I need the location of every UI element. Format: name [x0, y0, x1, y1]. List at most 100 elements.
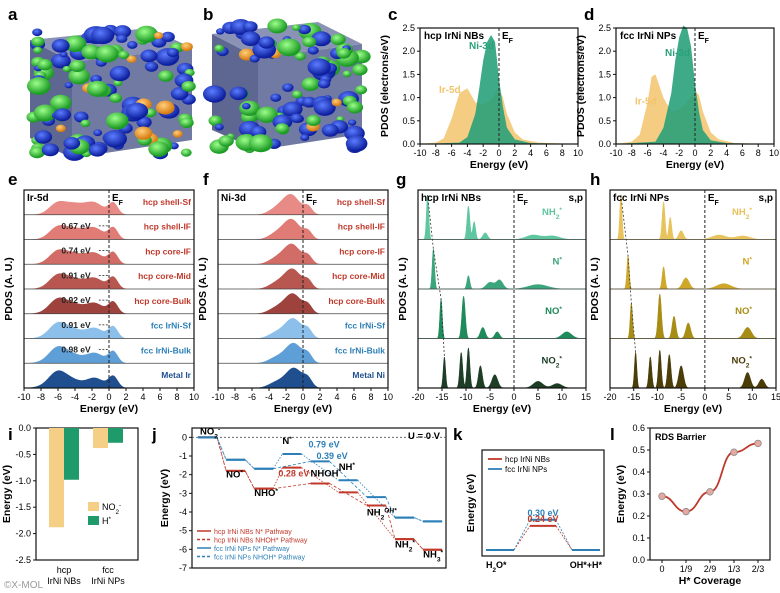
orbital-blob [208, 115, 223, 126]
bar [108, 428, 123, 443]
gap-label: 0.98 eV [61, 345, 91, 355]
orbital-blob [355, 85, 368, 95]
panel-h-sp-fcc: NH2* N* NO* NO2* -20 -15 -10 -5 0 5 10 15 fcc IrNi N… [589, 189, 780, 415]
sp-pdos-trace [418, 295, 586, 339]
panel-l-rds-barrier: 0.0 0.1 0.2 0.3 0.4 0.5 0.6 0 1/9 2/9 1/3 2/3 RDS Ba… [615, 423, 771, 587]
trend-curve [661, 442, 759, 513]
orbital-blob [29, 146, 45, 159]
orbital-blob [172, 130, 183, 138]
pdos-stack-area [218, 218, 388, 240]
y-tick-label: 0.0 [402, 139, 415, 149]
orbital-blob [161, 31, 175, 43]
orbital-blob [118, 50, 130, 60]
y-tick-label: 0.6 [632, 423, 645, 433]
state-label: NH2* [395, 539, 415, 553]
state-label: NHO* [254, 488, 278, 500]
orbital-blobs-b [202, 18, 371, 154]
x-tick-label: -6 [644, 148, 652, 158]
bar [64, 428, 79, 480]
fermi-label: EF [502, 31, 514, 45]
orbital-blob [302, 36, 317, 48]
legend-label: hcp IrNi NBs N* Pathway [214, 529, 292, 536]
y-tick-label: 0.0 [18, 423, 31, 433]
energy-connector [244, 470, 255, 489]
y-tick-label: 2.5 [598, 23, 611, 33]
series-label: fcc IrNi-Sf [345, 321, 385, 331]
x-tick-label: 4 [140, 392, 145, 402]
y-tick-label: -4 [179, 507, 187, 517]
orbital-blob [282, 101, 303, 117]
x-tick-label: 10 [769, 148, 779, 158]
orbital-blob [202, 85, 226, 103]
panel-letter-c: c [388, 5, 397, 24]
orbital-blob [307, 46, 319, 55]
x-tick-label: 0 [496, 148, 501, 158]
plot-frame [609, 189, 777, 389]
orbital-blob [109, 65, 131, 82]
series-label: fcc IrNi-Sf [151, 321, 191, 331]
energy-path [513, 525, 531, 551]
panel-title: fcc IrNi NPs [613, 193, 670, 204]
fermi-label: EF [698, 31, 710, 45]
x-tick-label: 0 [300, 392, 305, 402]
orbital-blob [216, 28, 225, 35]
series-label: Metal Ni [352, 370, 385, 380]
orbital-blob [301, 77, 320, 91]
orbital-label: s,p [569, 193, 583, 204]
energy-connector [244, 459, 255, 469]
barrier-label: 0.28 eV [278, 469, 309, 479]
orbital-blob [248, 134, 273, 153]
legend-label: hcp IrNi NBs [505, 455, 550, 464]
plot-frame [35, 427, 139, 561]
x-tick-label: 8 [174, 392, 179, 402]
y-tick-label: -7 [179, 563, 187, 573]
y-tick-label: -5 [179, 526, 187, 536]
fermi-label: EF [517, 193, 529, 207]
orbital-blob [153, 32, 164, 40]
barrier-label: 0.79 eV [309, 440, 340, 450]
state-label: NO2- [200, 426, 220, 440]
orbital-blob [91, 26, 115, 45]
y-tick-label: 0.2 [632, 511, 645, 521]
panel-title: fcc IrNi NPs [620, 31, 677, 42]
sp-pdos-trace [610, 293, 776, 339]
barrier-label: 0.24 eV [527, 514, 558, 524]
orbital-blob [311, 31, 332, 47]
y-tick-label: 1.0 [598, 93, 611, 103]
energy-connector [385, 505, 396, 540]
orbital-blob [63, 136, 81, 150]
y-tick-label: 1.0 [402, 93, 415, 103]
y-tick-label: -1.0 [15, 476, 31, 486]
y-axis-label: PDOS (electrons/eV) [575, 35, 587, 137]
orbital-blob [290, 113, 304, 124]
orbital-blob [68, 68, 90, 85]
category-label: IrNi NPs [91, 576, 125, 586]
fermi-label: EF [112, 193, 124, 207]
gap-label: 0.91 eV [61, 320, 91, 330]
x-tick-label: -10 [413, 148, 426, 158]
y-tick-label: -1 [179, 451, 187, 461]
peak-trend-line [427, 194, 445, 357]
series-label: Metal Ir [161, 370, 191, 380]
peak-trend-line [620, 194, 637, 353]
orbital-blob [51, 39, 70, 53]
state-label: N* [282, 435, 292, 447]
orbital-blob [116, 34, 128, 43]
energy-path [513, 519, 531, 551]
orbital-blob [158, 70, 174, 82]
category-label: fcc [102, 565, 114, 575]
panel-letter-e: e [8, 170, 17, 189]
data-point [730, 448, 738, 456]
orbital-blob [55, 124, 66, 133]
orbital-blob [282, 83, 294, 92]
orbital-blob [352, 63, 368, 76]
energy-connector [273, 483, 311, 490]
orbital-blob [86, 80, 109, 97]
x-tick-label: 15 [581, 392, 591, 402]
x-tick-label: -5 [486, 392, 494, 402]
panel-j-free-energy-diagram: 0 -1 -2 -3 -4 -5 -6 -7 NO2- NO* NHO* N* NHOH*NH* NH2O… [159, 426, 447, 573]
orbital-blob [126, 55, 137, 63]
orbital-blob [267, 18, 288, 34]
series-label: hcp shell-IF [338, 222, 385, 232]
x-tick-label: 10 [383, 392, 393, 402]
